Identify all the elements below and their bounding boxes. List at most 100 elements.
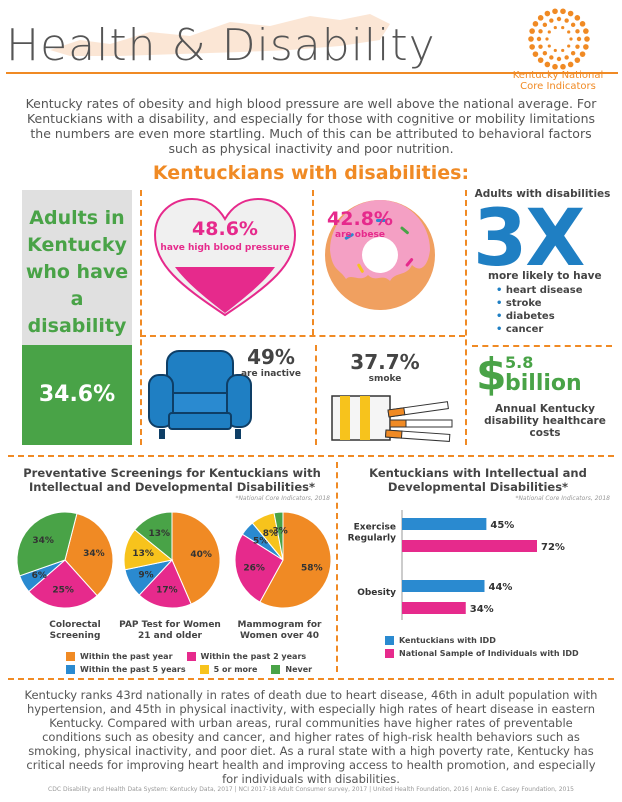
logo-dot: [529, 28, 535, 34]
pie-slice-label: 40%: [190, 550, 212, 560]
pie-slice-label: 5%: [253, 536, 268, 546]
logo-dot: [574, 15, 581, 21]
list-item: diabetes: [496, 310, 583, 323]
logo-dot: [579, 21, 586, 27]
legend-swatch: [66, 652, 75, 661]
three-x-head: Adults with disabilities: [474, 188, 611, 200]
heart-icon: [153, 197, 297, 317]
legend-item: National Sample of Individuals with IDD: [385, 649, 579, 658]
pie-slice: [28, 559, 98, 609]
bar-value-label: 45%: [490, 520, 514, 531]
logo-dot: [560, 8, 566, 15]
legend-swatch: [66, 665, 75, 674]
intro-paragraph: Kentucky rates of obesity and high blood…: [25, 96, 597, 156]
logo-dot: [544, 61, 551, 68]
divider: [8, 678, 614, 680]
logo-dot: [570, 22, 576, 28]
logo-dot: [567, 30, 571, 34]
pie-slice: [234, 533, 284, 603]
legend-swatch: [385, 636, 394, 645]
bar-value-label: 44%: [489, 582, 513, 593]
list-item: cancer: [496, 323, 583, 336]
title-underline: [6, 72, 618, 74]
divider: [140, 335, 465, 337]
logo-dot: [575, 44, 580, 49]
pie-slice-label: 6%: [32, 571, 47, 581]
divider: [315, 345, 317, 445]
divider: [8, 455, 614, 457]
divider: [312, 190, 314, 335]
pie-slice-label: 9%: [138, 571, 153, 581]
three-x-value: 3X: [473, 194, 585, 284]
divider: [140, 190, 142, 445]
logo-dot: [569, 37, 573, 41]
screenings-title: Preventative Screenings for Kentuckians …: [23, 466, 321, 494]
logo-dot: [536, 36, 542, 42]
bar: [402, 602, 466, 614]
divider: [472, 345, 612, 347]
logo-dot: [542, 22, 548, 28]
bar: [402, 580, 485, 592]
cost-amount: 5.8: [505, 353, 534, 372]
sources-footer: CDC Disability and Health Data System: K…: [48, 786, 574, 793]
pie-slice: [171, 511, 221, 605]
divider: [465, 190, 467, 445]
pie-slice: [64, 512, 114, 597]
cost-label: Annual Kentucky disability healthcare co…: [484, 403, 606, 439]
logo-dot: [564, 18, 569, 23]
logo-dot: [570, 50, 576, 56]
legend-swatch: [271, 665, 281, 674]
legend-item: Within the past 2 years: [186, 652, 306, 661]
pie-slice-label: 3%: [273, 526, 288, 536]
logo-dot: [547, 30, 551, 34]
logo-dot: [538, 29, 543, 34]
obese-label: are obese: [335, 230, 385, 240]
category-label: Obesity: [357, 588, 396, 598]
obese-value: 42.8%: [327, 208, 393, 230]
logo-dot: [567, 61, 574, 68]
logo-dot: [537, 57, 544, 63]
logo-dot: [552, 63, 558, 70]
pie-slice: [138, 559, 192, 609]
logo-dot: [537, 15, 544, 21]
logo-line2: Core Indicators: [520, 81, 596, 92]
logo-dot: [556, 56, 562, 62]
category-label: Exercise: [354, 523, 396, 533]
logo-dot: [529, 44, 535, 50]
pie-slice-label: 13%: [132, 549, 154, 559]
summary-paragraph: Kentucky ranks 43rd nationally in rates …: [24, 688, 598, 786]
pie-label-mammogram: Mammogram for Women over 40: [237, 620, 322, 641]
page-title: Health & Disability: [6, 20, 436, 71]
smoke-value: 37.7%: [350, 350, 420, 374]
pie-slice-label: 34%: [83, 549, 105, 559]
list-item: heart disease: [496, 284, 583, 297]
condition-list: heart disease stroke diabetes cancer: [486, 284, 583, 336]
logo-dot: [544, 10, 551, 17]
bar-value-label: 72%: [541, 542, 565, 553]
logo-dot: [549, 55, 554, 60]
section-title: Kentuckians with disabilities:: [152, 162, 470, 184]
logo-line1: Kentucky National: [512, 70, 604, 81]
logo-dot: [532, 51, 539, 57]
bar-value-label: 34%: [470, 604, 494, 615]
legend-item: Within the past year: [66, 652, 173, 661]
screenings-cite: *National Core Indicators, 2018: [235, 495, 330, 502]
pie-label-pap: PAP Test for Women 21 and older: [119, 620, 221, 641]
logo-dot: [547, 44, 551, 48]
dollar-icon: $: [476, 349, 507, 400]
logo-dot: [560, 63, 566, 70]
list-item: stroke: [496, 297, 583, 310]
idd-legend: Kentuckians with IDD National Sample of …: [385, 636, 579, 658]
idd-cite: *National Core Indicators, 2018: [515, 495, 610, 502]
legend-item: Within the past 5 years: [66, 665, 186, 674]
pie-legend: Within the past year Within the past 2 y…: [66, 652, 326, 674]
donut-icon: [325, 200, 435, 310]
logo-dot: [552, 8, 558, 15]
kentucky-map-icon: [50, 14, 390, 56]
armchair-icon: [148, 350, 252, 439]
divider: [336, 462, 338, 672]
legend-item: 5 or more: [199, 665, 257, 674]
adults-label: Adults in Kentucky who have a disability: [25, 207, 129, 337]
pie-slice: [16, 511, 78, 577]
logo-dot: [542, 50, 548, 56]
